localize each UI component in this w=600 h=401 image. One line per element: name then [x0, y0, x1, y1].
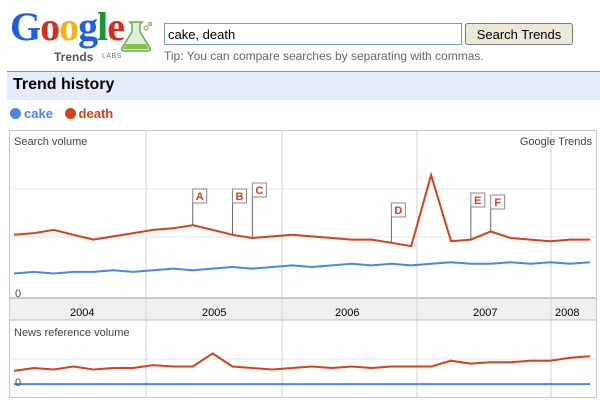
search-tip: Tip: You can compare searches by separat…: [164, 49, 484, 63]
zero-label-search: 0: [15, 288, 22, 300]
legend-label: death: [78, 106, 114, 121]
logo-letter: l: [97, 4, 108, 49]
annotation-label: A: [196, 191, 204, 203]
search-input[interactable]: [164, 23, 462, 45]
labs-flask-icon: [121, 21, 152, 52]
year-label: 2004: [70, 307, 95, 319]
year-label: 2007: [473, 307, 498, 319]
trend-history-header: Trend history: [7, 71, 600, 100]
logo-letter: e: [107, 4, 125, 49]
year-label: 2006: [335, 307, 360, 319]
year-axis-band: [10, 298, 596, 320]
legend: cake death: [10, 106, 121, 121]
series-line-cake: [13, 261, 591, 275]
annotation-flag: [390, 202, 406, 218]
year-label: 2005: [202, 307, 227, 319]
legend-dot-icon: [10, 108, 21, 119]
search-trends-button[interactable]: Search Trends: [465, 23, 573, 45]
logo-letter: o: [59, 4, 79, 49]
google-trends-watermark: Google Trends: [519, 136, 592, 148]
news-line-death: [13, 352, 591, 372]
legend-dot-icon: [64, 108, 76, 119]
search-volume-label: Search volume: [14, 136, 88, 148]
annotation-flag: [490, 194, 506, 210]
year-label: 2008: [555, 307, 580, 319]
annotation-label: F: [494, 197, 501, 209]
section-title: Trend history: [13, 76, 115, 93]
series-line-death: [13, 171, 590, 248]
annotation-flag: [251, 182, 267, 198]
zero-label-news: 0: [15, 377, 22, 389]
legend-item-cake[interactable]: cake: [10, 106, 53, 121]
annotation-label: D: [394, 205, 402, 217]
annotation-flag: [470, 192, 486, 208]
legend-item-death[interactable]: death: [64, 106, 114, 121]
labs-label: LABS: [102, 53, 122, 60]
logo-letter: g: [78, 4, 98, 49]
annotation-flag: [192, 188, 208, 204]
annotation-label: B: [236, 191, 244, 203]
annotation-label: E: [474, 195, 481, 207]
logo-letter: o: [40, 4, 60, 49]
trends-label: Trends: [54, 50, 94, 64]
logo-letter: G: [10, 4, 41, 49]
news-reference-volume-label: News reference volume: [14, 327, 130, 339]
trend-chart-svg: A B C D E F: [10, 131, 596, 397]
annotation-flag: [231, 188, 247, 204]
google-trends-logo[interactable]: Google Trends LABS: [8, 4, 160, 64]
legend-label: cake: [24, 106, 53, 121]
google-wordmark: Google: [10, 4, 125, 50]
annotation-label: C: [255, 185, 263, 197]
